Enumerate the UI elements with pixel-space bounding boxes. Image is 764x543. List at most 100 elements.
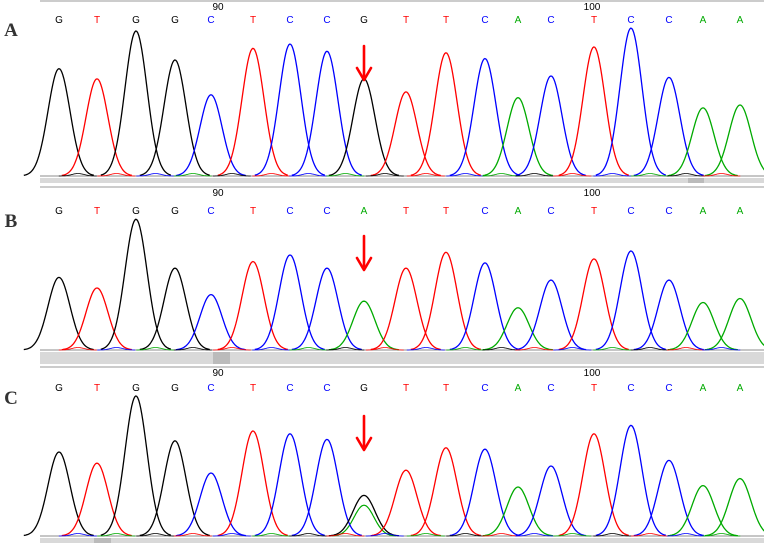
noise-trace — [136, 533, 175, 537]
noise-trace — [446, 533, 485, 537]
trace-peak — [291, 50, 362, 176]
trace-peak — [515, 465, 586, 537]
trace-peak — [139, 267, 210, 351]
baseline-bar — [40, 538, 764, 543]
base-call: A — [737, 206, 744, 217]
trace-peak — [410, 447, 481, 537]
noise-trace — [446, 347, 485, 351]
trace-peak — [217, 47, 288, 176]
position-label: 100 — [584, 188, 601, 199]
chromatogram-panel-a: 90 100 A G T G G C T C C G T T C A C T C C A A — [4, 0, 764, 183]
trace-peak — [558, 433, 629, 537]
trace-peak — [61, 462, 132, 537]
base-call: C — [207, 383, 214, 394]
noise-trace — [326, 533, 365, 537]
noise-trace — [482, 347, 521, 351]
base-call: T — [403, 383, 409, 394]
noise-trace — [365, 347, 404, 351]
trace-peak — [23, 451, 94, 537]
base-call: G — [132, 383, 140, 394]
trace-peak — [23, 276, 94, 351]
base-call: C — [627, 15, 634, 26]
base-call: C — [547, 15, 554, 26]
noise-trace — [136, 173, 175, 177]
noise-trace — [136, 347, 175, 351]
noise-trace — [252, 173, 291, 177]
trace-peak — [291, 267, 362, 351]
trace-peak — [558, 46, 629, 176]
trace-peak — [100, 218, 171, 350]
base-call: C — [665, 383, 672, 394]
base-call: C — [286, 383, 293, 394]
noise-trace — [630, 173, 669, 177]
base-call: T — [443, 383, 449, 394]
noise-trace — [553, 533, 592, 537]
base-call: C — [627, 206, 634, 217]
base-call: C — [286, 206, 293, 217]
trace-peak — [595, 424, 666, 536]
noise-trace — [289, 533, 328, 537]
noise-trace — [212, 173, 251, 177]
base-call: C — [207, 15, 214, 26]
noise-trace — [406, 173, 445, 177]
noise-trace — [173, 173, 212, 177]
base-call: A — [361, 206, 368, 217]
noise-trace — [173, 347, 212, 351]
chromatogram-panel-c: 90 100 C G T G G C T C C G T T C A C T C C A A — [4, 366, 764, 543]
noise-trace — [212, 347, 251, 351]
base-call: T — [443, 206, 449, 217]
trace-peak — [217, 430, 288, 537]
trace-peak — [633, 459, 704, 537]
base-call: T — [591, 206, 597, 217]
secondary-peak — [331, 504, 397, 537]
trace-peak — [61, 287, 132, 351]
noise-trace — [593, 173, 632, 177]
noise-trace — [326, 347, 365, 351]
noise-trace — [97, 347, 136, 351]
base-call: G — [360, 15, 368, 26]
noise-trace — [702, 347, 741, 351]
noise-trace — [58, 347, 97, 351]
base-call: C — [547, 206, 554, 217]
base-call: C — [207, 206, 214, 217]
baseline-marker — [94, 538, 111, 543]
base-call: A — [515, 15, 522, 26]
trace-peak — [100, 30, 171, 176]
trace-peak — [328, 78, 399, 177]
noise-trace — [252, 533, 291, 537]
base-call: A — [515, 383, 522, 394]
base-call: T — [591, 15, 597, 26]
position-label: 100 — [584, 2, 601, 13]
base-call: T — [591, 383, 597, 394]
noise-trace — [515, 347, 554, 351]
baseline-marker — [213, 352, 230, 364]
base-call: G — [132, 15, 140, 26]
base-call: C — [665, 206, 672, 217]
trace-peak — [482, 486, 553, 537]
trace-peak — [254, 433, 325, 537]
trace-peak — [633, 76, 704, 177]
baseline-bar — [40, 178, 764, 183]
trace-peak — [449, 57, 520, 176]
noise-trace — [365, 173, 404, 177]
base-call: A — [700, 383, 707, 394]
trace-peak — [139, 440, 210, 537]
trace-peak — [633, 279, 704, 351]
base-call: G — [171, 383, 179, 394]
noise-trace — [97, 173, 136, 177]
noise-trace — [58, 173, 97, 177]
position-label: 90 — [212, 368, 224, 379]
trace-peak — [328, 300, 399, 351]
base-call: T — [94, 206, 100, 217]
trace-peak — [175, 472, 246, 537]
trace-peak — [370, 91, 441, 177]
base-call: C — [627, 383, 634, 394]
noise-trace — [326, 173, 365, 177]
trace-peak — [328, 494, 399, 537]
trace-peak — [704, 297, 764, 351]
base-call: T — [250, 15, 256, 26]
trace-peak — [667, 107, 738, 177]
position-label: 90 — [212, 188, 224, 199]
arrow-head — [355, 256, 373, 272]
